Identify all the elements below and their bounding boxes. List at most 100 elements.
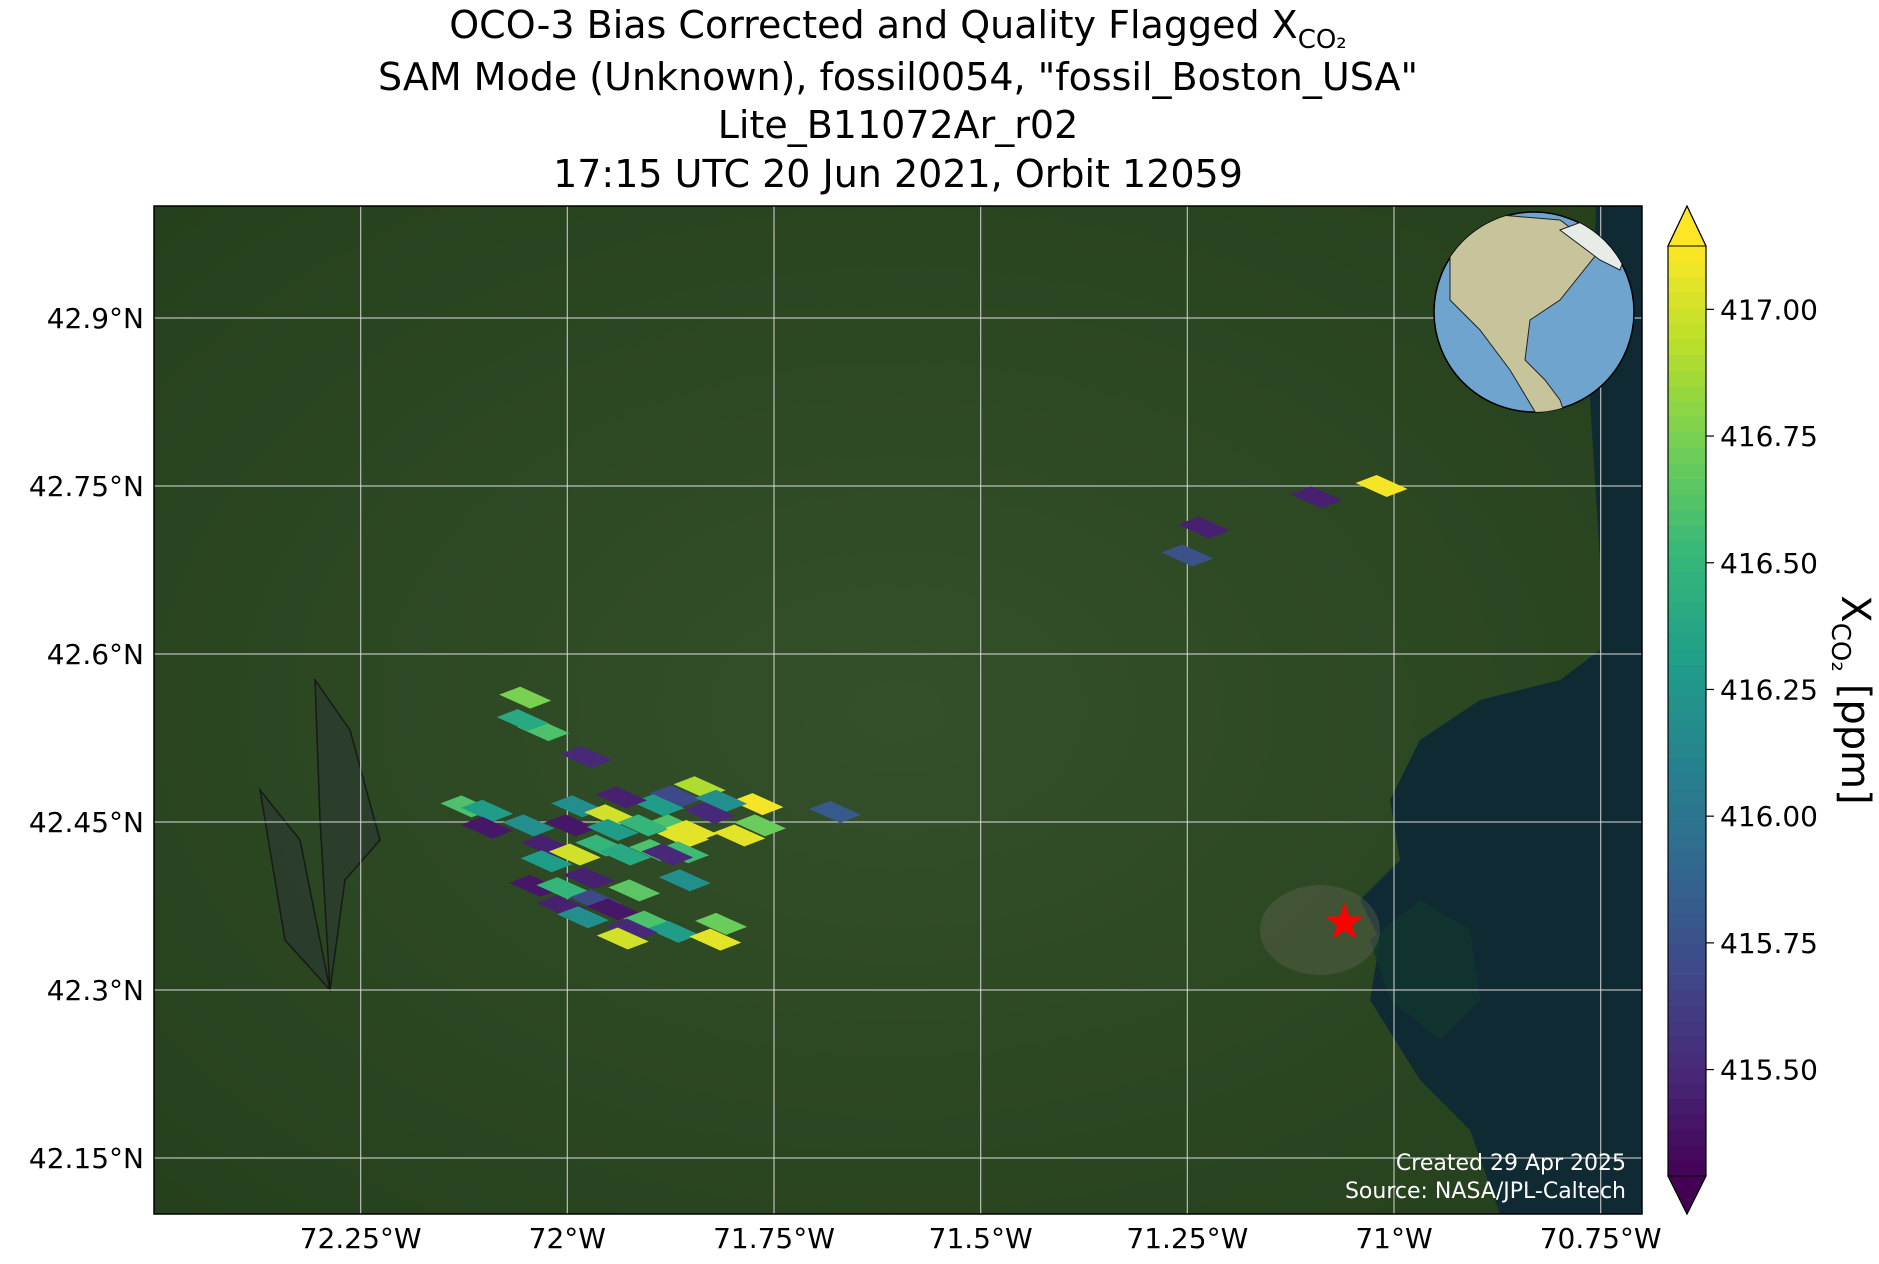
sounding [1355,475,1408,497]
colorbar-segment [1668,773,1706,790]
colorbar-tick-label: 416.50 [1720,547,1818,580]
target-star [1325,902,1364,939]
colorbar-segment [1668,323,1706,340]
sounding [608,879,661,902]
colorbar-segment [1668,401,1706,418]
colorbar-label-subscript: CO₂ [1825,623,1855,672]
chart-title: OCO-3 Bias Corrected and Quality Flagged… [449,3,1346,55]
colorbar-segment [1668,277,1706,294]
sounding [536,877,589,900]
colorbar-segment [1668,912,1706,929]
y-tick-label: 42.45°N [29,806,144,839]
colorbar-segment [1668,943,1706,960]
colorbar-segment [1668,1114,1706,1131]
colorbar-segment [1668,1005,1706,1022]
annotation: Created 29 Apr 2025 [1396,1151,1626,1176]
colorbar-segment [1668,556,1706,573]
sounding [641,843,694,866]
basemap [154,206,1642,1214]
colorbar-segment [1668,1160,1706,1177]
title-main: OCO-3 Bias Corrected and Quality Flagged… [449,3,1297,47]
colorbar-segment [1668,540,1706,557]
colorbar-extend-max [1667,204,1707,247]
colorbar-segment [1668,804,1706,821]
colorbar-segment [1668,881,1706,898]
y-tick-label: 42.6°N [47,638,144,671]
colorbar-segment [1668,494,1706,511]
globe-inset [1433,211,1635,413]
sounding [544,814,597,837]
colorbar-segment [1668,819,1706,836]
colorbar-segment [1668,432,1706,449]
colorbar-segment [1668,928,1706,945]
colorbar-segment [1668,959,1706,976]
colorbar-segment [1668,1083,1706,1100]
y-tick-label: 42.9°N [47,302,144,335]
colorbar-segment [1668,292,1706,309]
x-tick-label: 71.75°W [713,1222,835,1255]
sounding [649,785,702,808]
map-frame [153,205,1643,1215]
colorbar-label: XCO₂ [ppm] [1825,595,1878,804]
x-tick-label: 71°W [1355,1222,1432,1255]
y-tick-label: 42.3°N [47,974,144,1007]
title-subscript: CO₂ [1298,25,1347,55]
colorbar-segment [1668,711,1706,728]
colorbar-segment [1668,1021,1706,1038]
sounding [1290,486,1343,509]
annotation: Source: NASA/JPL-Caltech [1345,1179,1626,1204]
colorbar-segment [1668,354,1706,371]
colorbar-segment [1668,897,1706,914]
sounding [695,789,748,812]
sounding [809,800,862,823]
colorbar-segment [1668,866,1706,883]
sounding [647,920,700,943]
colorbar-extend-min [1667,1175,1707,1216]
colorbar-segment [1668,695,1706,712]
sounding [586,818,639,841]
colorbar-segment [1668,261,1706,278]
colorbar-segment [1668,246,1706,263]
colorbar-segment [1668,525,1706,542]
colorbar-segment [1668,680,1706,697]
colorbar-segment [1668,1036,1706,1053]
sounding [1161,544,1214,567]
colorbar: 415.50 415.75 416.00 416.25 416.50 416.75 417.… [1667,204,1818,1216]
x-tick-label: 70.75°W [1540,1222,1662,1255]
sounding [683,802,736,825]
colorbar-tick-label: 416.75 [1720,420,1818,453]
colorbar-segment [1668,1067,1706,1084]
sounding [595,786,648,809]
x-tick-label: 72.25°W [300,1222,422,1255]
soundings [440,475,1408,951]
colorbar-segment [1668,463,1706,480]
colorbar-segment [1668,1052,1706,1069]
colorbar-segment [1668,850,1706,867]
colorbar-segment [1668,664,1706,681]
sounding [557,906,610,929]
colorbar-label-main: X [1832,595,1878,622]
colorbar-segment [1668,726,1706,743]
colorbar-segment [1668,339,1706,356]
sounding [499,686,552,709]
sounding [596,927,649,950]
sounding [496,709,549,732]
colorbar-segment [1668,478,1706,495]
colorbar-segment [1668,618,1706,635]
colorbar-segment [1668,742,1706,759]
sounding [599,843,652,866]
colorbar-segment [1668,370,1706,387]
sounding [1177,516,1230,539]
x-tick-label: 72°W [529,1222,606,1255]
sounding [657,825,710,848]
colorbar-segment [1668,308,1706,325]
colorbar-segment [1668,587,1706,604]
colorbar-segment [1668,835,1706,852]
colorbar-tick-label: 415.50 [1720,1054,1818,1087]
sounding [461,799,514,822]
sounding [665,819,718,842]
sounding [605,918,658,941]
colorbar-label-unit: [ppm] [1832,684,1878,805]
subtitle: Lite_B11072Ar_r02 [718,103,1079,147]
x-tick-label: 71.25°W [1126,1222,1248,1255]
